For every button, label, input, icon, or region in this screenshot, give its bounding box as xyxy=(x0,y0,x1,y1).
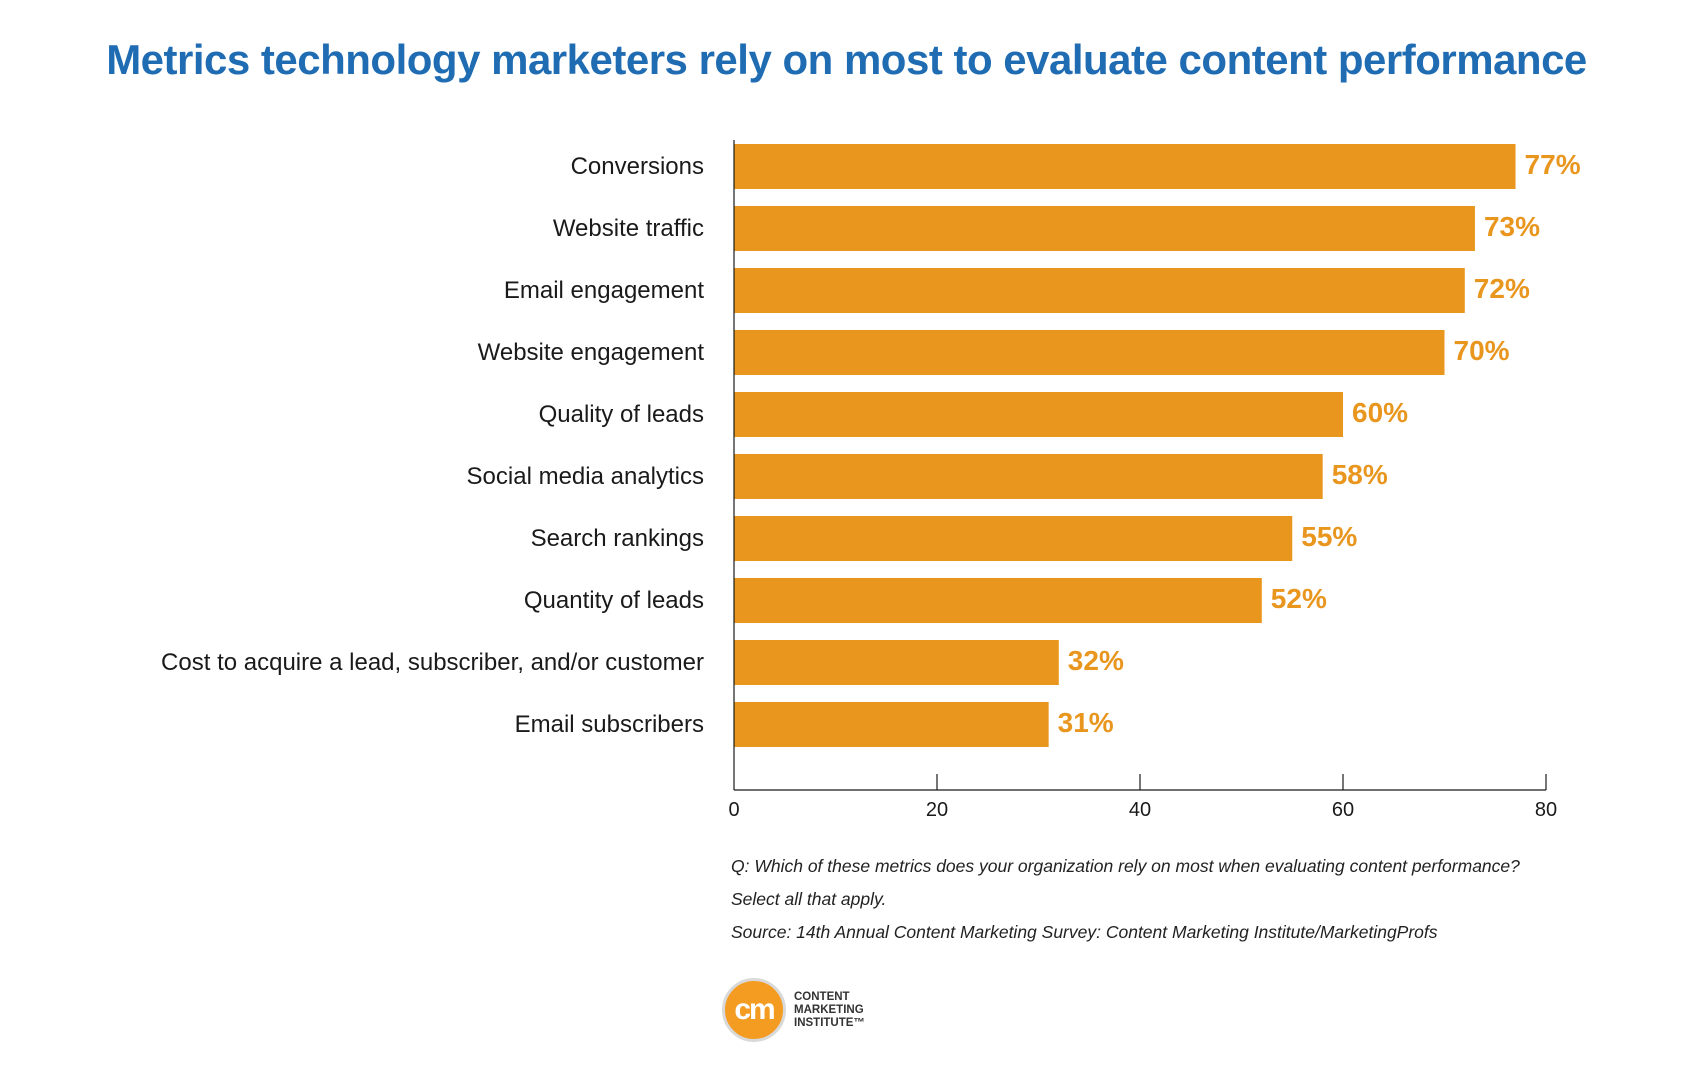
bar xyxy=(734,206,1475,251)
value-label: 55% xyxy=(1301,521,1357,552)
category-label: Social media analytics xyxy=(467,463,704,490)
value-label: 70% xyxy=(1454,335,1510,366)
x-tick-label: 60 xyxy=(1332,799,1354,821)
value-labels: 77% 73% 72% 70% 60% 58% 55% 52% 32% 31% xyxy=(1058,149,1581,738)
bar xyxy=(734,392,1343,437)
category-label: Website engagement xyxy=(478,339,705,366)
bar xyxy=(734,516,1293,561)
category-label: Website traffic xyxy=(553,215,704,242)
bar xyxy=(734,640,1059,685)
value-label: 60% xyxy=(1352,397,1408,428)
value-label: 73% xyxy=(1484,211,1540,242)
bar xyxy=(734,578,1262,623)
bar xyxy=(734,144,1516,189)
chart-notes: Q: Which of these metrics does your orga… xyxy=(731,850,1520,949)
x-axis: 0 20 40 60 80 xyxy=(728,140,1557,821)
x-tick-label: 20 xyxy=(926,799,948,821)
survey-question-line-2: Select all that apply. xyxy=(731,889,887,909)
bar xyxy=(734,330,1445,375)
value-label: 32% xyxy=(1068,645,1124,676)
chart-title: Metrics technology marketers rely on mos… xyxy=(106,36,1587,83)
x-tick-label: 0 xyxy=(728,799,739,821)
value-label: 52% xyxy=(1271,583,1327,614)
category-labels: Conversions Website traffic Email engageme… xyxy=(161,153,704,738)
logo-line-3: INSTITUTE™ xyxy=(794,1016,865,1029)
bars-layer xyxy=(734,144,1516,747)
x-tick-label: 40 xyxy=(1129,799,1151,821)
category-label: Search rankings xyxy=(531,525,704,552)
value-label: 77% xyxy=(1525,149,1581,180)
value-label: 72% xyxy=(1474,273,1530,304)
bar xyxy=(734,268,1465,313)
value-label: 31% xyxy=(1058,707,1114,738)
x-tick-label: 80 xyxy=(1535,799,1557,821)
logo-line-2: MARKETING xyxy=(794,1003,864,1016)
cmi-logo-icon: cm xyxy=(722,978,786,1042)
category-label: Quality of leads xyxy=(539,401,704,428)
source-note: Source: 14th Annual Content Marketing Su… xyxy=(731,922,1438,942)
logo-line-1: CONTENT xyxy=(794,990,850,1003)
category-label: Cost to acquire a lead, subscriber, and/… xyxy=(161,649,704,676)
category-label: Conversions xyxy=(571,153,704,180)
survey-question-line-1: Q: Which of these metrics does your orga… xyxy=(731,856,1520,876)
bar xyxy=(734,454,1323,499)
category-label: Email engagement xyxy=(504,277,704,304)
category-label: Email subscribers xyxy=(515,711,704,738)
bar xyxy=(734,702,1049,747)
value-label: 58% xyxy=(1332,459,1388,490)
cmi-logo: cm CONTENT MARKETING INSTITUTE™ xyxy=(722,978,865,1042)
category-label: Quantity of leads xyxy=(524,587,704,614)
cmi-logo-text: CONTENT MARKETING INSTITUTE™ xyxy=(794,991,865,1030)
